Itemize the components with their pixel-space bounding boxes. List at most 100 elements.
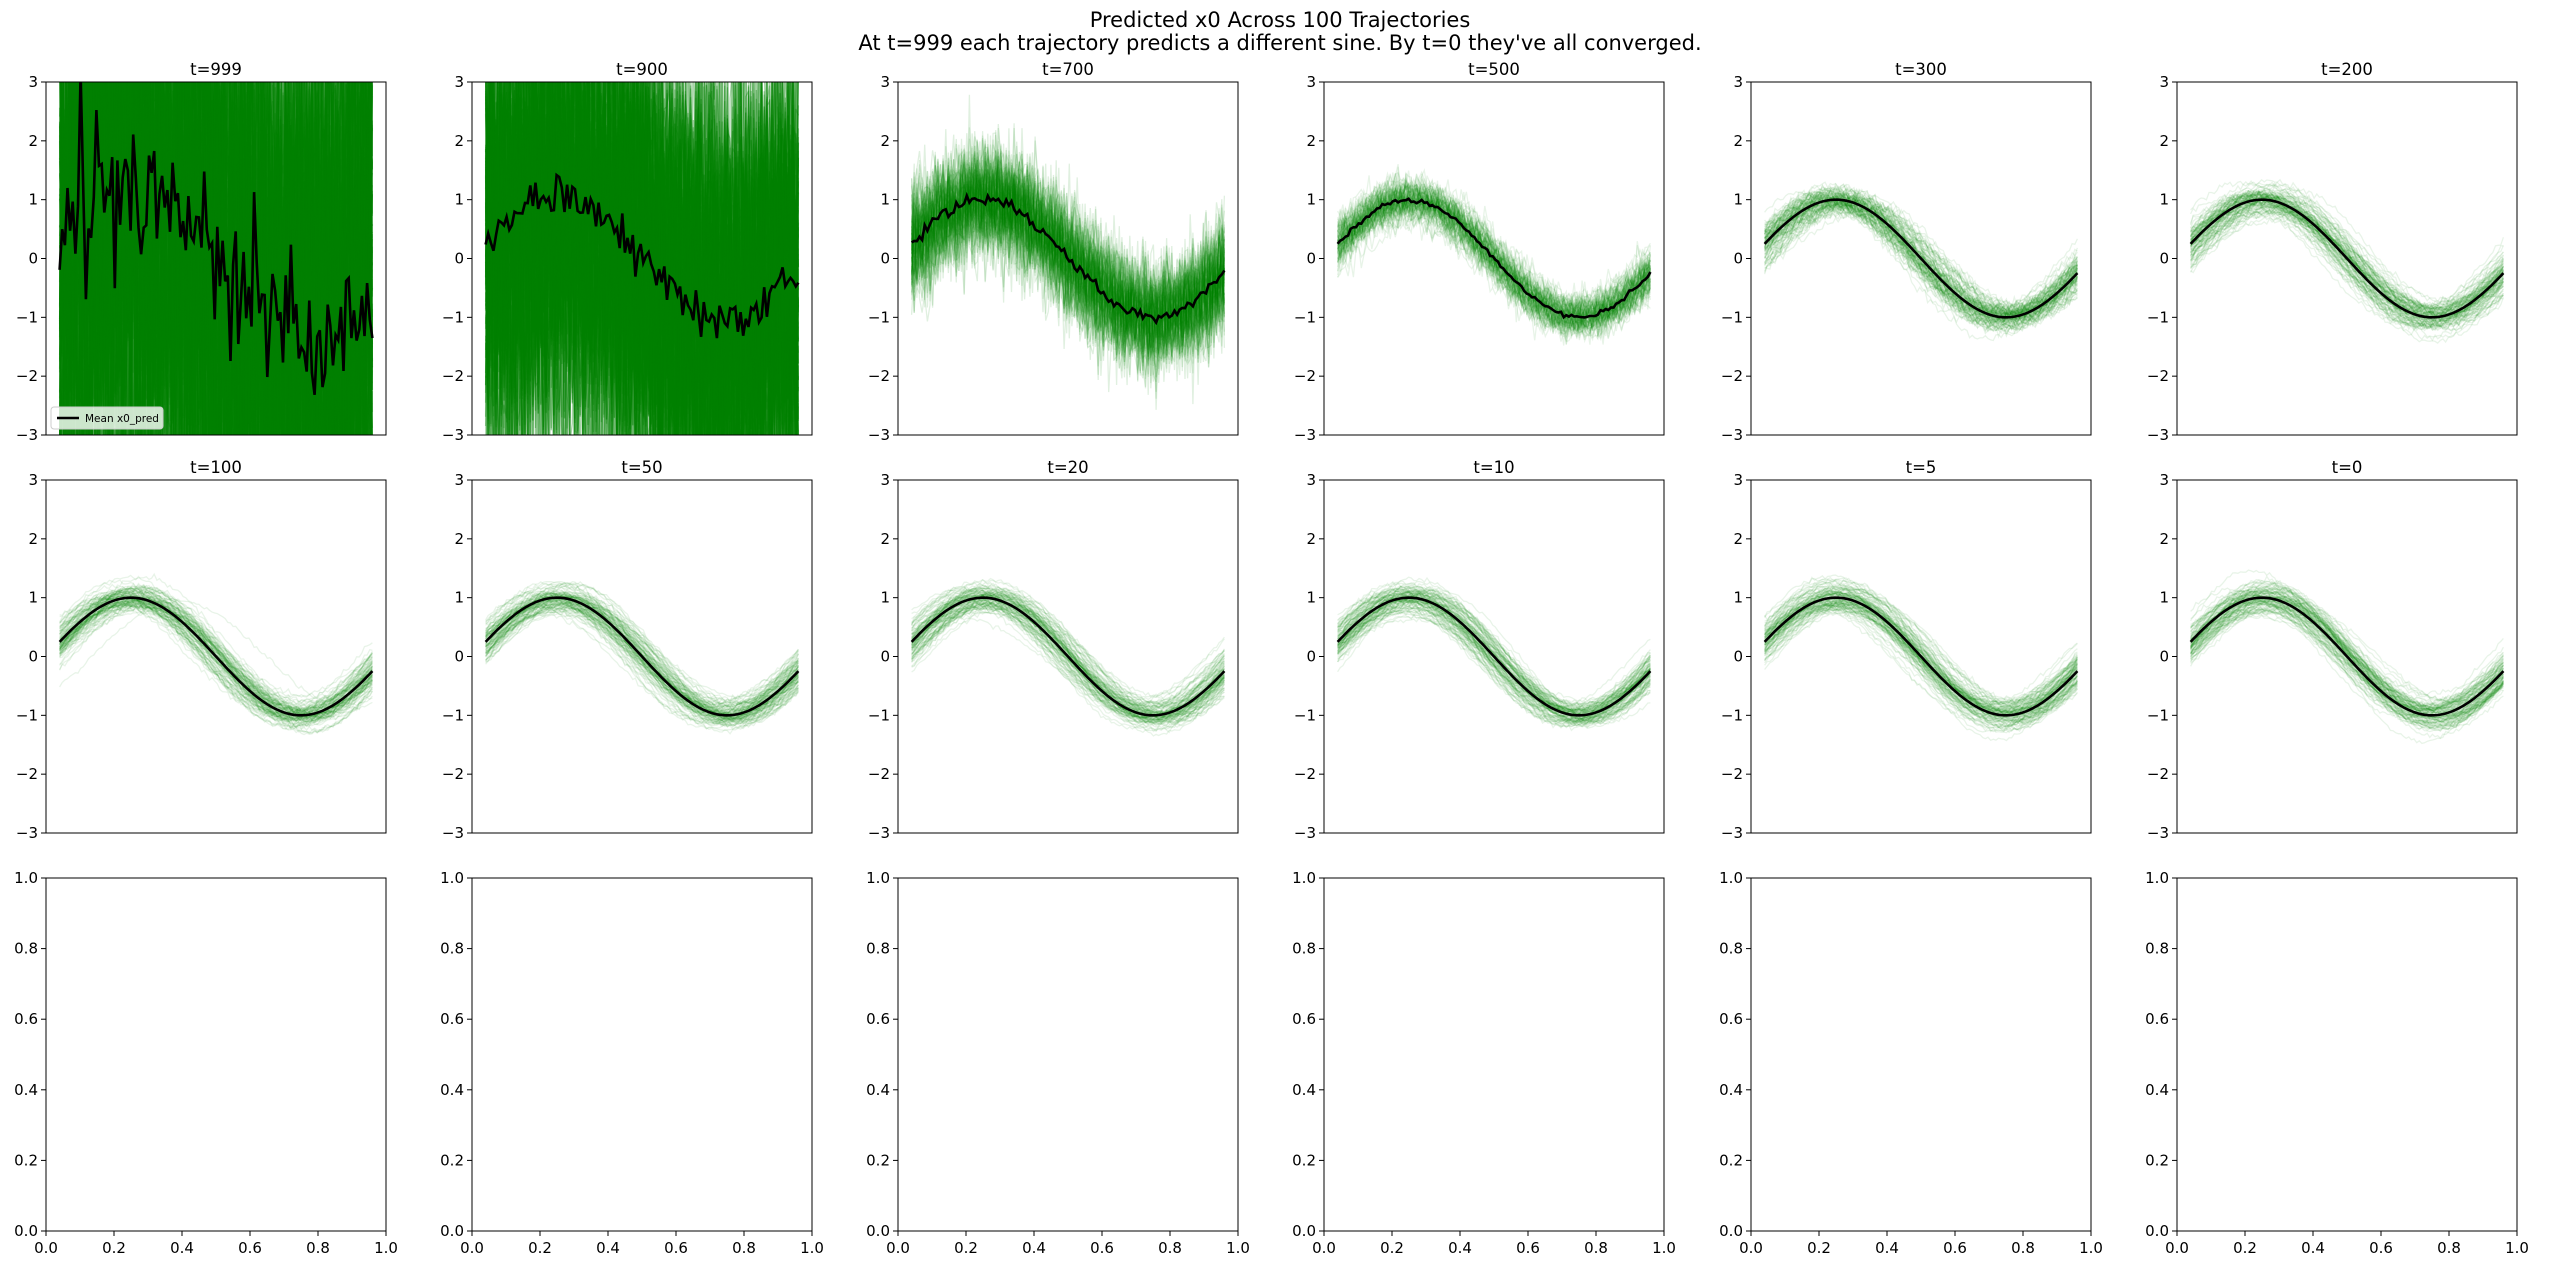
mean-x0-line [1336, 197, 1652, 320]
y-tick-label: 1 [2159, 191, 2169, 209]
trajectory-line [1764, 585, 2079, 729]
trajectory-line [58, 82, 372, 435]
trajectory-line [59, 82, 373, 435]
trajectory-line [1764, 593, 2078, 712]
trajectory-line [910, 152, 1226, 381]
trajectory-line [911, 609, 1225, 699]
trajectory-line [2189, 192, 2504, 318]
y-tick-label: 0.8 [2145, 940, 2169, 958]
trajectory-line [484, 82, 800, 435]
trajectory-line [1764, 585, 2078, 729]
trajectory-line [1336, 188, 1652, 328]
trajectory-line [910, 161, 1226, 355]
trajectory-line [1764, 587, 2078, 722]
trajectory-line [2190, 601, 2504, 709]
x-tick-label: 0.0 [34, 1239, 58, 1257]
subplot-title: t=5 [1906, 458, 1937, 477]
trajectory-line [1763, 201, 2078, 326]
trajectory-line [1336, 185, 1652, 342]
trajectory-line [1764, 198, 2078, 330]
plot-area [1336, 576, 1652, 732]
x-tick-label: 0.4 [1875, 1239, 1899, 1257]
trajectory-line [1337, 590, 1651, 723]
trajectory-line [910, 150, 1226, 358]
trajectory-line [1764, 596, 2078, 720]
trajectory-line [484, 82, 800, 435]
trajectory-line [911, 128, 1226, 366]
subplot-title: t=100 [190, 458, 242, 477]
trajectory-line [485, 601, 799, 709]
y-tick-label: 2 [454, 132, 464, 150]
trajectory-line [1337, 590, 1651, 724]
trajectory-line [2190, 602, 2504, 707]
trajectory-line [1764, 605, 2078, 707]
trajectory-line [484, 82, 800, 435]
trajectory-line [2190, 203, 2504, 316]
trajectory-line [484, 82, 800, 435]
trajectory-line [1337, 585, 1651, 723]
trajectory-line [1764, 194, 2078, 319]
trajectory-line [59, 82, 374, 435]
trajectory-line [911, 604, 1225, 718]
trajectory-line [1763, 192, 2078, 319]
trajectory-line [2190, 195, 2504, 330]
trajectory-line [2190, 608, 2504, 709]
trajectory-line [910, 141, 1226, 337]
trajectory-line [911, 138, 1226, 342]
y-tick-label: 1.0 [1292, 869, 1316, 887]
trajectory-line [2190, 189, 2504, 322]
trajectory-line [484, 82, 800, 435]
x-tick-label: 0.0 [886, 1239, 910, 1257]
trajectory-line [1337, 605, 1651, 709]
trajectory-line [58, 82, 372, 435]
y-tick-label: −2 [868, 367, 890, 385]
y-tick-label: 0.0 [2145, 1222, 2169, 1240]
trajectory-line [911, 590, 1225, 733]
trajectory-line [2190, 181, 2505, 327]
trajectory-line [1337, 585, 1651, 725]
trajectory-line [2190, 188, 2505, 342]
trajectory-line [485, 585, 799, 730]
trajectory-line [59, 82, 373, 435]
trajectory-line [1764, 602, 2078, 715]
x-tick-label: 0.8 [2011, 1239, 2035, 1257]
trajectory-line [59, 598, 373, 707]
trajectory-line [484, 82, 800, 435]
trajectory-line [485, 582, 799, 725]
trajectory-line [2190, 208, 2504, 315]
trajectory-line [910, 168, 1226, 358]
trajectory-line [1336, 177, 1651, 341]
trajectory-line [1764, 579, 2078, 724]
trajectory-line [1764, 597, 2078, 717]
trajectory-line [485, 595, 799, 725]
y-tick-label: 1.0 [1719, 869, 1743, 887]
trajectory-line [910, 164, 1225, 358]
trajectory-line [1337, 600, 1651, 708]
trajectory-line [485, 595, 799, 722]
trajectory-line [2190, 590, 2504, 720]
trajectory-line [910, 147, 1226, 369]
trajectory-line [2190, 181, 2504, 339]
trajectory-line [59, 584, 373, 735]
trajectory-line [485, 609, 799, 707]
y-tick-label: 1 [28, 191, 38, 209]
trajectory-line [1764, 598, 2078, 713]
trajectory-line [1764, 602, 2078, 718]
trajectory-line [2190, 598, 2504, 718]
trajectory-line [911, 594, 1225, 724]
trajectory-line [1764, 603, 2078, 712]
trajectory-line [484, 82, 798, 435]
trajectory-line [1764, 202, 2078, 323]
y-tick-label: −3 [1294, 426, 1316, 444]
trajectory-line [1764, 197, 2078, 323]
trajectory-line [485, 612, 799, 704]
trajectory-line [1337, 596, 1651, 719]
y-tick-label: −3 [16, 426, 38, 444]
trajectory-line [1764, 195, 2079, 331]
trajectory-line [59, 82, 374, 435]
trajectory-line [1764, 187, 2078, 321]
y-tick-label: 0 [2159, 648, 2169, 666]
trajectory-line [1764, 195, 2078, 313]
y-tick-label: −3 [2147, 426, 2169, 444]
